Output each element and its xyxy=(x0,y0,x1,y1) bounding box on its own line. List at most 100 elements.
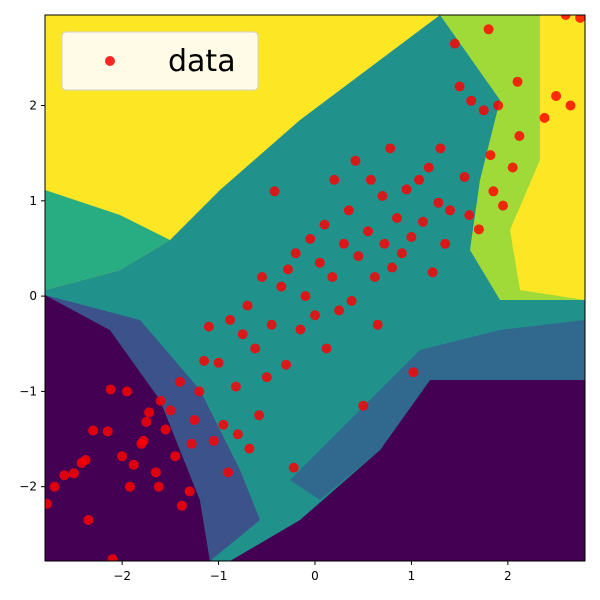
data-point xyxy=(385,143,396,154)
data-point xyxy=(379,238,390,249)
data-point xyxy=(138,435,149,446)
data-point xyxy=(117,451,128,462)
data-point xyxy=(338,238,349,249)
data-point xyxy=(189,415,200,425)
data-point xyxy=(363,226,373,237)
data-point xyxy=(124,481,135,492)
data-point xyxy=(261,372,272,383)
data-point xyxy=(575,15,585,23)
data-point xyxy=(49,481,60,492)
data-point xyxy=(488,186,499,197)
data-point xyxy=(466,95,477,106)
data-point xyxy=(105,384,116,395)
data-point xyxy=(498,200,508,211)
x-tick-label: −1 xyxy=(210,569,228,583)
data-point xyxy=(319,219,330,230)
y-axis: −2 −1 0 1 2 xyxy=(19,99,45,494)
data-point xyxy=(223,467,234,478)
data-point xyxy=(244,443,255,454)
data-point xyxy=(295,324,306,335)
data-point xyxy=(387,262,398,273)
data-point xyxy=(433,197,444,208)
data-point xyxy=(514,131,525,141)
data-point xyxy=(257,272,267,282)
data-point xyxy=(377,191,388,201)
x-tick-label: 1 xyxy=(408,569,416,583)
data-point xyxy=(305,233,316,244)
x-tick-label: 0 xyxy=(311,569,319,583)
data-point xyxy=(199,355,210,366)
data-point xyxy=(406,232,417,242)
data-point xyxy=(213,357,224,368)
heatmap-region-right-yellow xyxy=(510,15,585,300)
data-point xyxy=(230,381,241,392)
data-point xyxy=(369,272,380,282)
data-point xyxy=(350,155,361,166)
data-point xyxy=(288,462,299,473)
y-tick-label: 1 xyxy=(29,194,37,208)
data-point xyxy=(186,438,197,449)
data-point xyxy=(266,319,277,330)
heatmap-region-band-lower-left xyxy=(45,295,260,561)
data-point xyxy=(372,319,383,330)
data-point xyxy=(365,174,376,185)
y-tick-label: −1 xyxy=(19,384,37,398)
data-point xyxy=(269,186,280,197)
data-point xyxy=(242,300,253,311)
data-point xyxy=(392,213,402,223)
data-point xyxy=(560,15,571,20)
data-point xyxy=(59,470,70,481)
data-point xyxy=(401,184,412,195)
data-point xyxy=(165,405,176,416)
data-point xyxy=(237,329,248,340)
data-point xyxy=(122,386,132,397)
data-point xyxy=(327,272,338,282)
x-axis: −2 −1 0 1 2 xyxy=(113,561,512,583)
data-point xyxy=(454,81,465,92)
data-point xyxy=(194,386,205,397)
data-point xyxy=(414,174,425,185)
data-point xyxy=(408,367,419,378)
data-point xyxy=(427,267,438,278)
data-point xyxy=(281,359,292,370)
data-point xyxy=(176,500,187,511)
data-point xyxy=(418,216,428,227)
data-point xyxy=(321,343,332,354)
heatmap-region-bottom-left xyxy=(45,295,210,561)
data-point xyxy=(250,343,261,354)
data-point xyxy=(396,248,407,259)
data-point xyxy=(310,310,320,321)
data-point xyxy=(512,76,523,87)
data-point xyxy=(175,376,185,387)
data-point xyxy=(445,205,455,216)
data-point xyxy=(473,224,484,235)
legend-box xyxy=(61,31,259,91)
scatter-points xyxy=(45,15,585,561)
data-point xyxy=(45,498,52,509)
data-point xyxy=(153,481,164,492)
data-point xyxy=(88,425,99,436)
data-point xyxy=(203,321,214,332)
data-point xyxy=(80,455,91,465)
data-point xyxy=(208,435,219,446)
data-point xyxy=(102,426,113,437)
data-point xyxy=(283,264,293,275)
data-point xyxy=(107,554,118,561)
x-tick-label: −2 xyxy=(113,569,131,583)
legend: data xyxy=(61,31,259,91)
data-point xyxy=(160,424,171,435)
data-point xyxy=(83,515,94,525)
data-point xyxy=(435,143,446,154)
data-point xyxy=(343,205,354,216)
data-point xyxy=(423,162,434,173)
data-point xyxy=(276,281,287,292)
legend-marker xyxy=(105,56,115,66)
data-point xyxy=(141,416,152,427)
data-point xyxy=(232,429,243,440)
heatmap-region-bottom-right xyxy=(230,380,585,561)
y-tick-label: −2 xyxy=(19,480,37,494)
y-tick-label: 2 xyxy=(29,99,37,113)
data-point xyxy=(290,248,301,259)
data-point xyxy=(150,467,161,478)
